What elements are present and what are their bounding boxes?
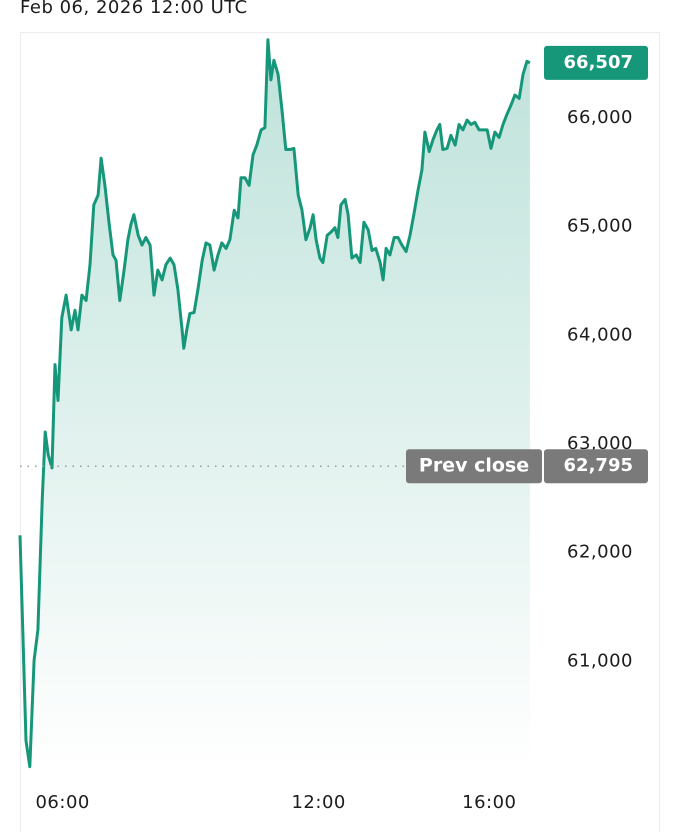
prev-close-value-badge	[544, 449, 648, 484]
prev-close-name: Prev close	[419, 455, 529, 477]
y-tick-label: 61,000	[567, 650, 633, 671]
y-tick-label: 62,000	[567, 542, 633, 563]
y-tick-label: 66,000	[567, 107, 633, 128]
chart-title: Feb 06, 2026 12:00 UTC	[20, 0, 248, 18]
y-tick-label: 64,000	[567, 324, 633, 345]
x-tick-label: 16:00	[462, 792, 516, 813]
last-price-label: 66,507	[564, 52, 633, 73]
last-price-badge	[544, 45, 648, 80]
price-line	[18, 38, 531, 769]
y-tick-label: 63,000	[567, 433, 633, 454]
x-tick-label: 12:00	[291, 792, 345, 813]
prev-close-badge	[406, 449, 542, 484]
y-tick-label: 65,000	[567, 216, 633, 237]
plot-frame	[20, 32, 660, 832]
area	[20, 39, 530, 770]
prev-close-value: 62,795	[564, 455, 633, 476]
x-tick-label: 06:00	[35, 792, 89, 813]
